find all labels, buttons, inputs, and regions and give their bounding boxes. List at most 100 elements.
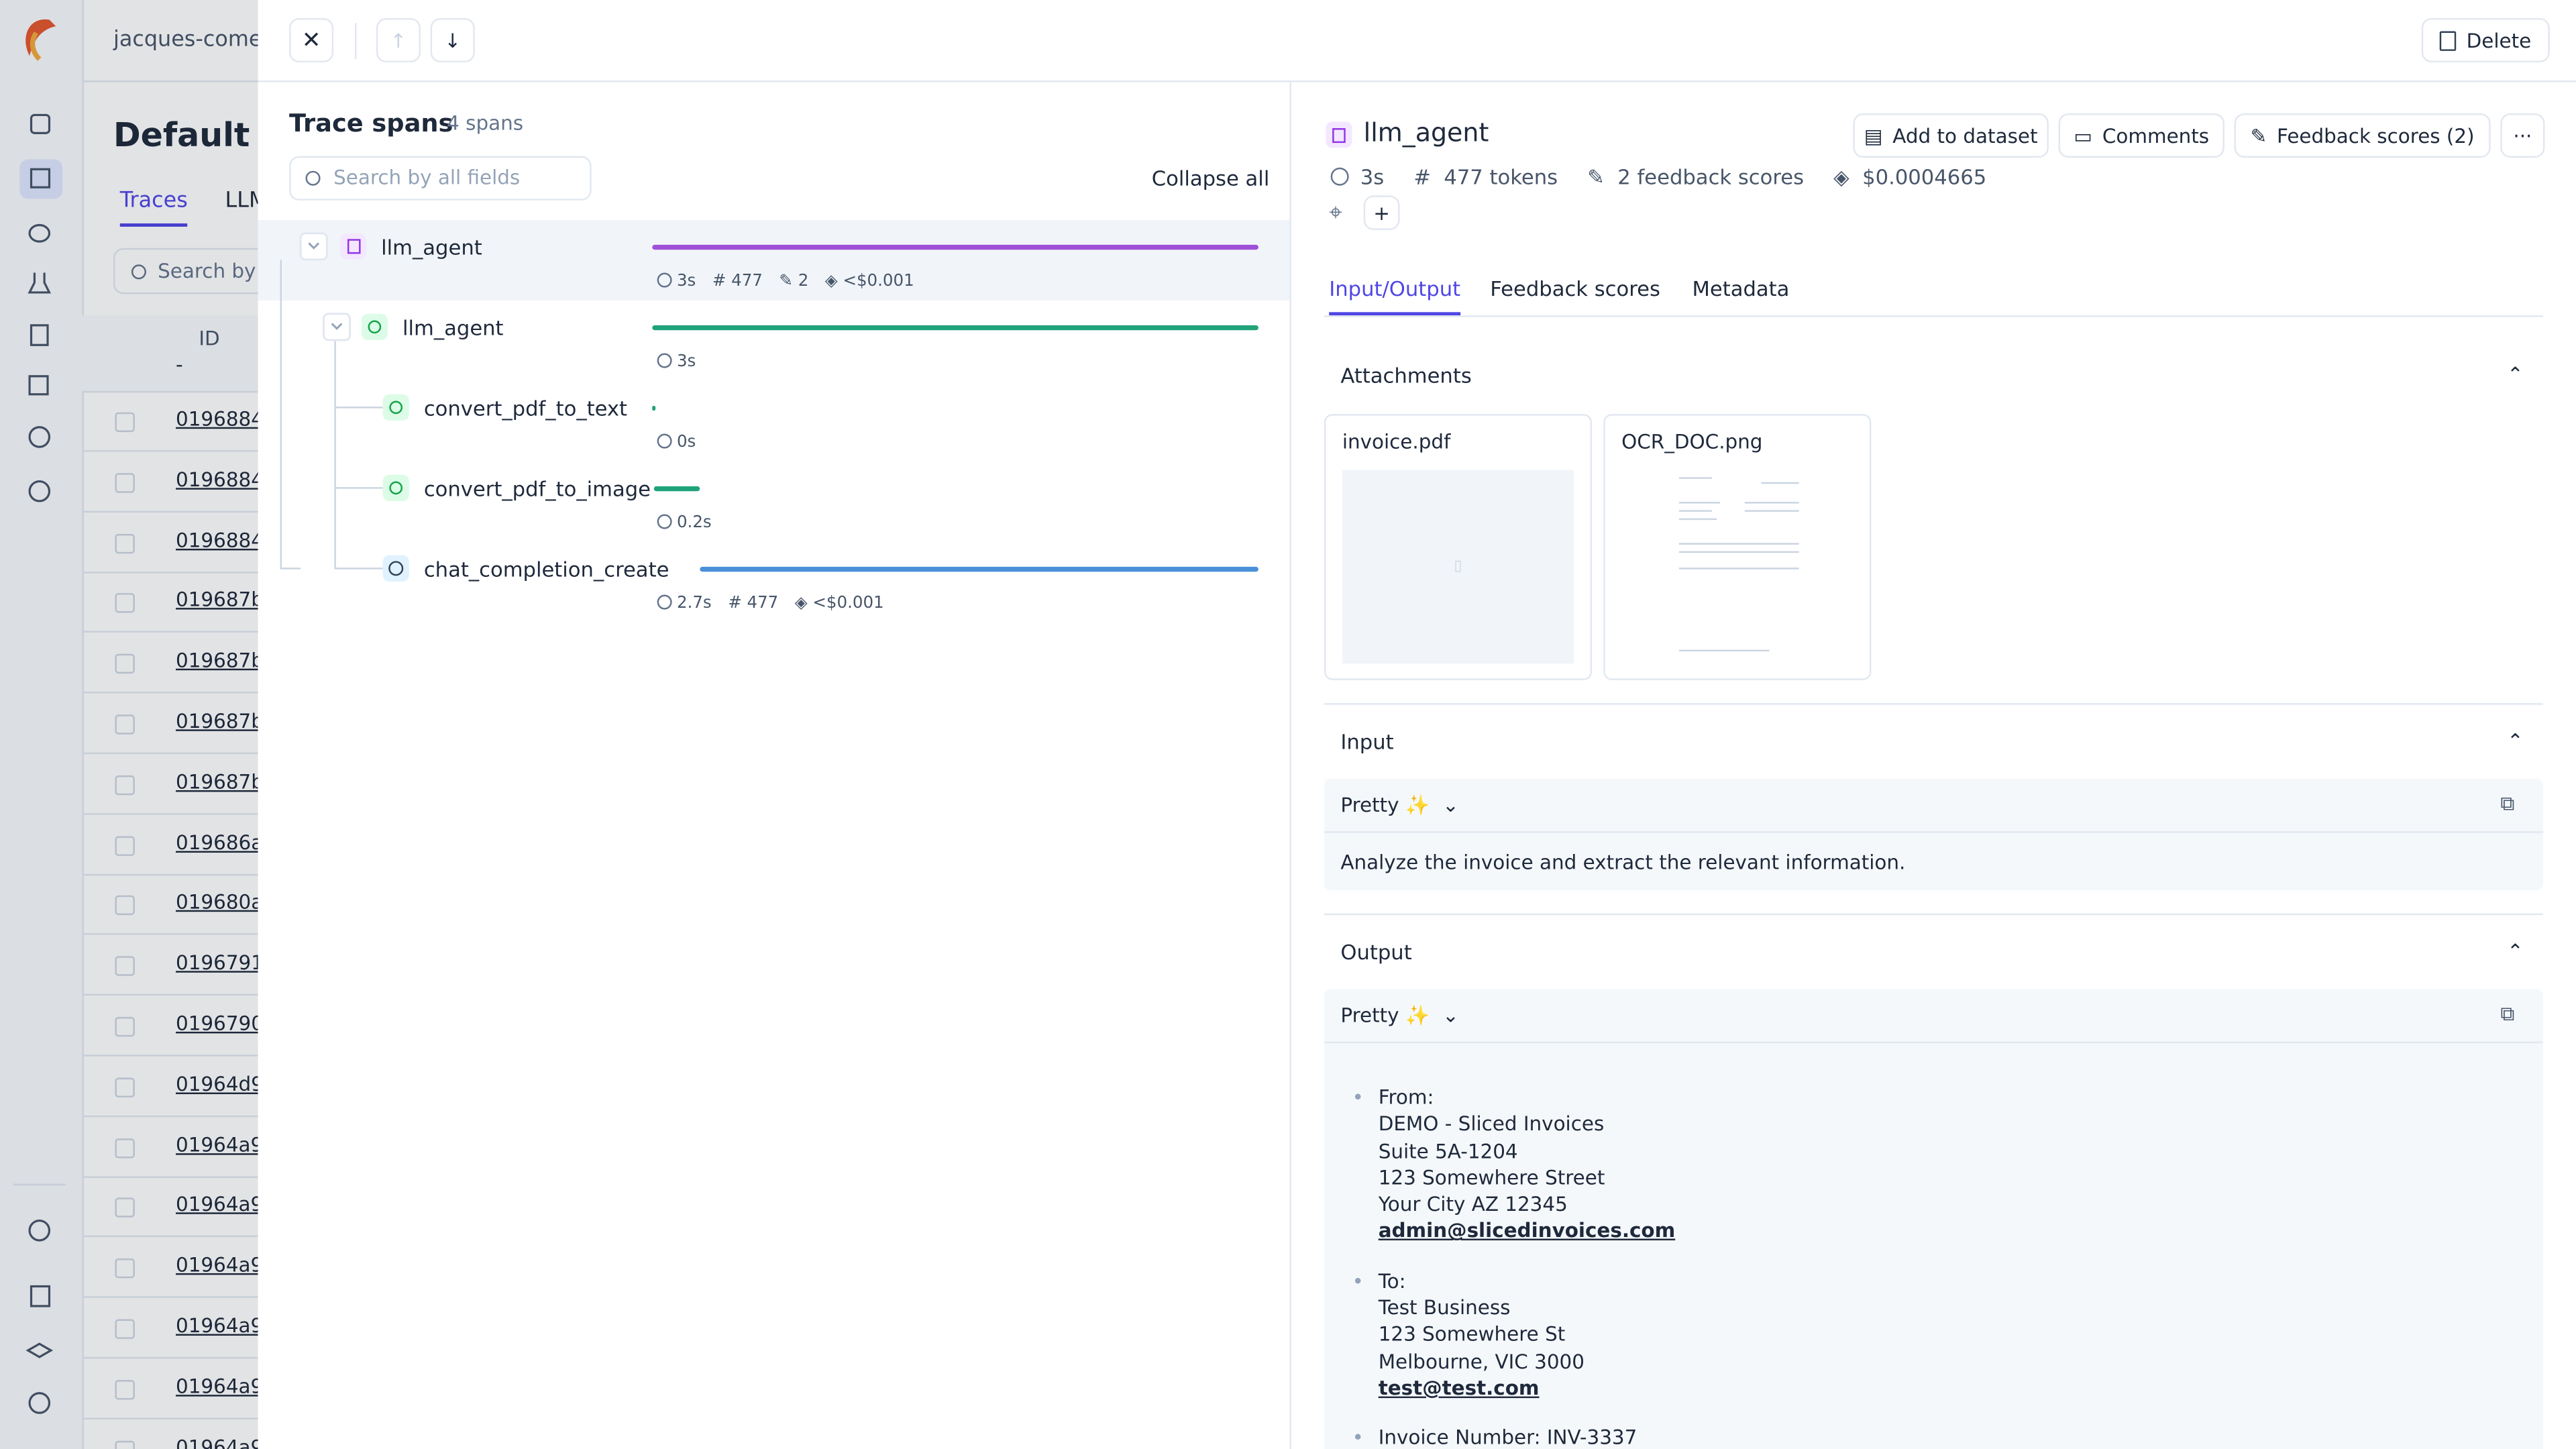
span-name[interactable]: llm_agent bbox=[402, 315, 504, 340]
checkbox[interactable] bbox=[115, 1138, 135, 1158]
line: Suite 5A-1204 bbox=[1378, 1139, 1518, 1163]
trace-id[interactable]: 019687b bbox=[176, 649, 264, 673]
trace-id[interactable]: 0196884 bbox=[176, 407, 264, 431]
input-text: Analyze the invoice and extract the rele… bbox=[1340, 851, 1906, 874]
trace-id[interactable]: 01964a9 bbox=[176, 1132, 264, 1157]
line: 123 Somewhere St bbox=[1378, 1323, 1566, 1346]
trace-id[interactable]: 01964a9 bbox=[176, 1314, 264, 1338]
trace-id[interactable]: 01964a9 bbox=[176, 1193, 264, 1217]
code-block: Pretty ✨ ⌄ ⧉ Analyze the invoice and ext… bbox=[1324, 778, 2544, 891]
checkbox[interactable] bbox=[115, 654, 135, 674]
email-link[interactable]: admin@slicedinvoices.com bbox=[1378, 1220, 1676, 1243]
span-name[interactable]: convert_pdf_to_text bbox=[423, 396, 628, 421]
checkbox[interactable] bbox=[115, 1440, 135, 1449]
line: 123 Somewhere Street bbox=[1378, 1166, 1605, 1189]
checkbox[interactable] bbox=[115, 775, 135, 795]
format-label: Pretty ✨ bbox=[1340, 1004, 1430, 1027]
attachment[interactable]: invoice.pdf ▯ bbox=[1324, 414, 1593, 680]
row-divider bbox=[82, 1236, 263, 1238]
copy-button[interactable]: ⧉ bbox=[2500, 1002, 2515, 1026]
format-select[interactable]: Pretty ✨ ⌄ bbox=[1340, 793, 1459, 817]
code-block: Pretty ✨ ⌄ ⧉ • From: DEMO - Sliced Invoice… bbox=[1324, 989, 2544, 1449]
timeline-bar bbox=[653, 486, 700, 492]
span-name[interactable]: chat_completion_create bbox=[423, 557, 669, 582]
table-header bbox=[82, 315, 263, 393]
span-search[interactable]: Search by all fields bbox=[289, 156, 592, 201]
trace-id[interactable]: 019686a bbox=[176, 830, 264, 854]
checkbox[interactable] bbox=[115, 1077, 135, 1097]
chevron[interactable]: ⌃ bbox=[2507, 939, 2524, 963]
row-divider bbox=[82, 812, 263, 815]
row-divider bbox=[82, 752, 263, 755]
trace-id[interactable]: 019680a bbox=[176, 891, 264, 914]
trace-id[interactable]: 019687b bbox=[176, 588, 264, 612]
delete-button[interactable]: Delete bbox=[2421, 17, 2550, 63]
cell: - bbox=[176, 353, 183, 376]
trace-id[interactable]: 019687b bbox=[176, 770, 264, 794]
more[interactable]: ··· bbox=[2500, 113, 2545, 158]
attachment[interactable]: OCR_DOC.png bbox=[1603, 414, 1872, 680]
checkbox[interactable] bbox=[115, 1319, 135, 1339]
divider bbox=[1324, 703, 2544, 705]
tree-lines bbox=[280, 232, 409, 582]
add-to-dataset[interactable]: ▤ Add to dataset bbox=[1853, 113, 2049, 158]
checkbox[interactable] bbox=[115, 412, 135, 433]
chevron[interactable]: ⌃ bbox=[2507, 729, 2524, 753]
format-select[interactable]: Pretty ✨ ⌄ bbox=[1340, 1004, 1459, 1027]
feedback-scores[interactable]: ✎ Feedback scores (2) bbox=[2234, 113, 2491, 158]
checkbox[interactable] bbox=[115, 1016, 135, 1037]
tab[interactable]: Input/Output bbox=[1329, 276, 1461, 316]
email-link[interactable]: test@test.com bbox=[1378, 1377, 1540, 1400]
list-item: • To: Test Business 123 Somewhere St Melbour… bbox=[1352, 1268, 1676, 1402]
span-metrics: 3s # 477 ✎ 2 ◈ <$0.001 bbox=[657, 272, 914, 290]
line: From: bbox=[1378, 1085, 1434, 1110]
copy-button[interactable]: ⧉ bbox=[2500, 792, 2515, 815]
section-title[interactable]: Output bbox=[1340, 939, 1412, 965]
line: Test Business bbox=[1378, 1296, 1511, 1320]
divider bbox=[1324, 1041, 2544, 1044]
checkbox[interactable] bbox=[115, 1198, 135, 1218]
checkbox[interactable] bbox=[115, 956, 135, 977]
divider bbox=[1324, 315, 2544, 317]
tab[interactable]: Traces bbox=[119, 189, 188, 227]
checkbox[interactable] bbox=[115, 472, 135, 493]
trace-id[interactable]: 019687b bbox=[176, 709, 264, 733]
trace-id[interactable]: 0196791 bbox=[176, 951, 264, 975]
close-button[interactable]: ✕ bbox=[289, 17, 334, 63]
checkbox[interactable] bbox=[115, 1258, 135, 1279]
trace-id[interactable]: 0196790 bbox=[176, 1012, 264, 1035]
section-title[interactable]: Attachments bbox=[1340, 363, 1472, 388]
trace-id[interactable]: 01964a9 bbox=[176, 1435, 264, 1449]
checkbox[interactable] bbox=[115, 835, 135, 855]
column-header[interactable]: ID bbox=[199, 327, 220, 350]
row-divider bbox=[82, 450, 263, 452]
checkbox[interactable] bbox=[115, 594, 135, 614]
chevron[interactable]: ⌃ bbox=[2507, 363, 2524, 386]
next-button[interactable]: ↓ bbox=[430, 17, 475, 63]
trace-id[interactable]: 01964a9 bbox=[176, 1375, 264, 1398]
span-name[interactable]: convert_pdf_to_image bbox=[423, 476, 651, 501]
bullet: • bbox=[1352, 1426, 1364, 1449]
comments[interactable]: ▭ Comments bbox=[2058, 113, 2224, 158]
row-divider bbox=[82, 873, 263, 875]
trace-id[interactable]: 0196884 bbox=[176, 468, 264, 491]
trace-id[interactable]: 01964d9 bbox=[176, 1072, 264, 1095]
collapse-all[interactable]: Collapse all bbox=[1151, 166, 1270, 191]
section-title[interactable]: Input bbox=[1340, 729, 1394, 755]
workspace[interactable]: jacques-comet bbox=[113, 28, 270, 53]
search-box[interactable]: Search by I bbox=[113, 248, 311, 294]
checkbox[interactable] bbox=[115, 896, 135, 916]
tab[interactable]: Metadata bbox=[1692, 276, 1790, 301]
checkbox[interactable] bbox=[115, 714, 135, 735]
prev-button[interactable]: ↑ bbox=[376, 17, 421, 63]
checkbox[interactable] bbox=[115, 1379, 135, 1400]
add-tag[interactable]: + bbox=[1363, 195, 1400, 230]
trace-id[interactable]: 0196884 bbox=[176, 528, 264, 551]
checkbox[interactable] bbox=[115, 533, 135, 553]
trace-id[interactable]: 01964a9 bbox=[176, 1254, 264, 1277]
span-metrics: 0s bbox=[657, 433, 696, 451]
tab[interactable]: Feedback scores bbox=[1490, 276, 1660, 301]
feedback: 2 feedback scores bbox=[1617, 164, 1805, 189]
span-name[interactable]: llm_agent bbox=[381, 235, 482, 260]
